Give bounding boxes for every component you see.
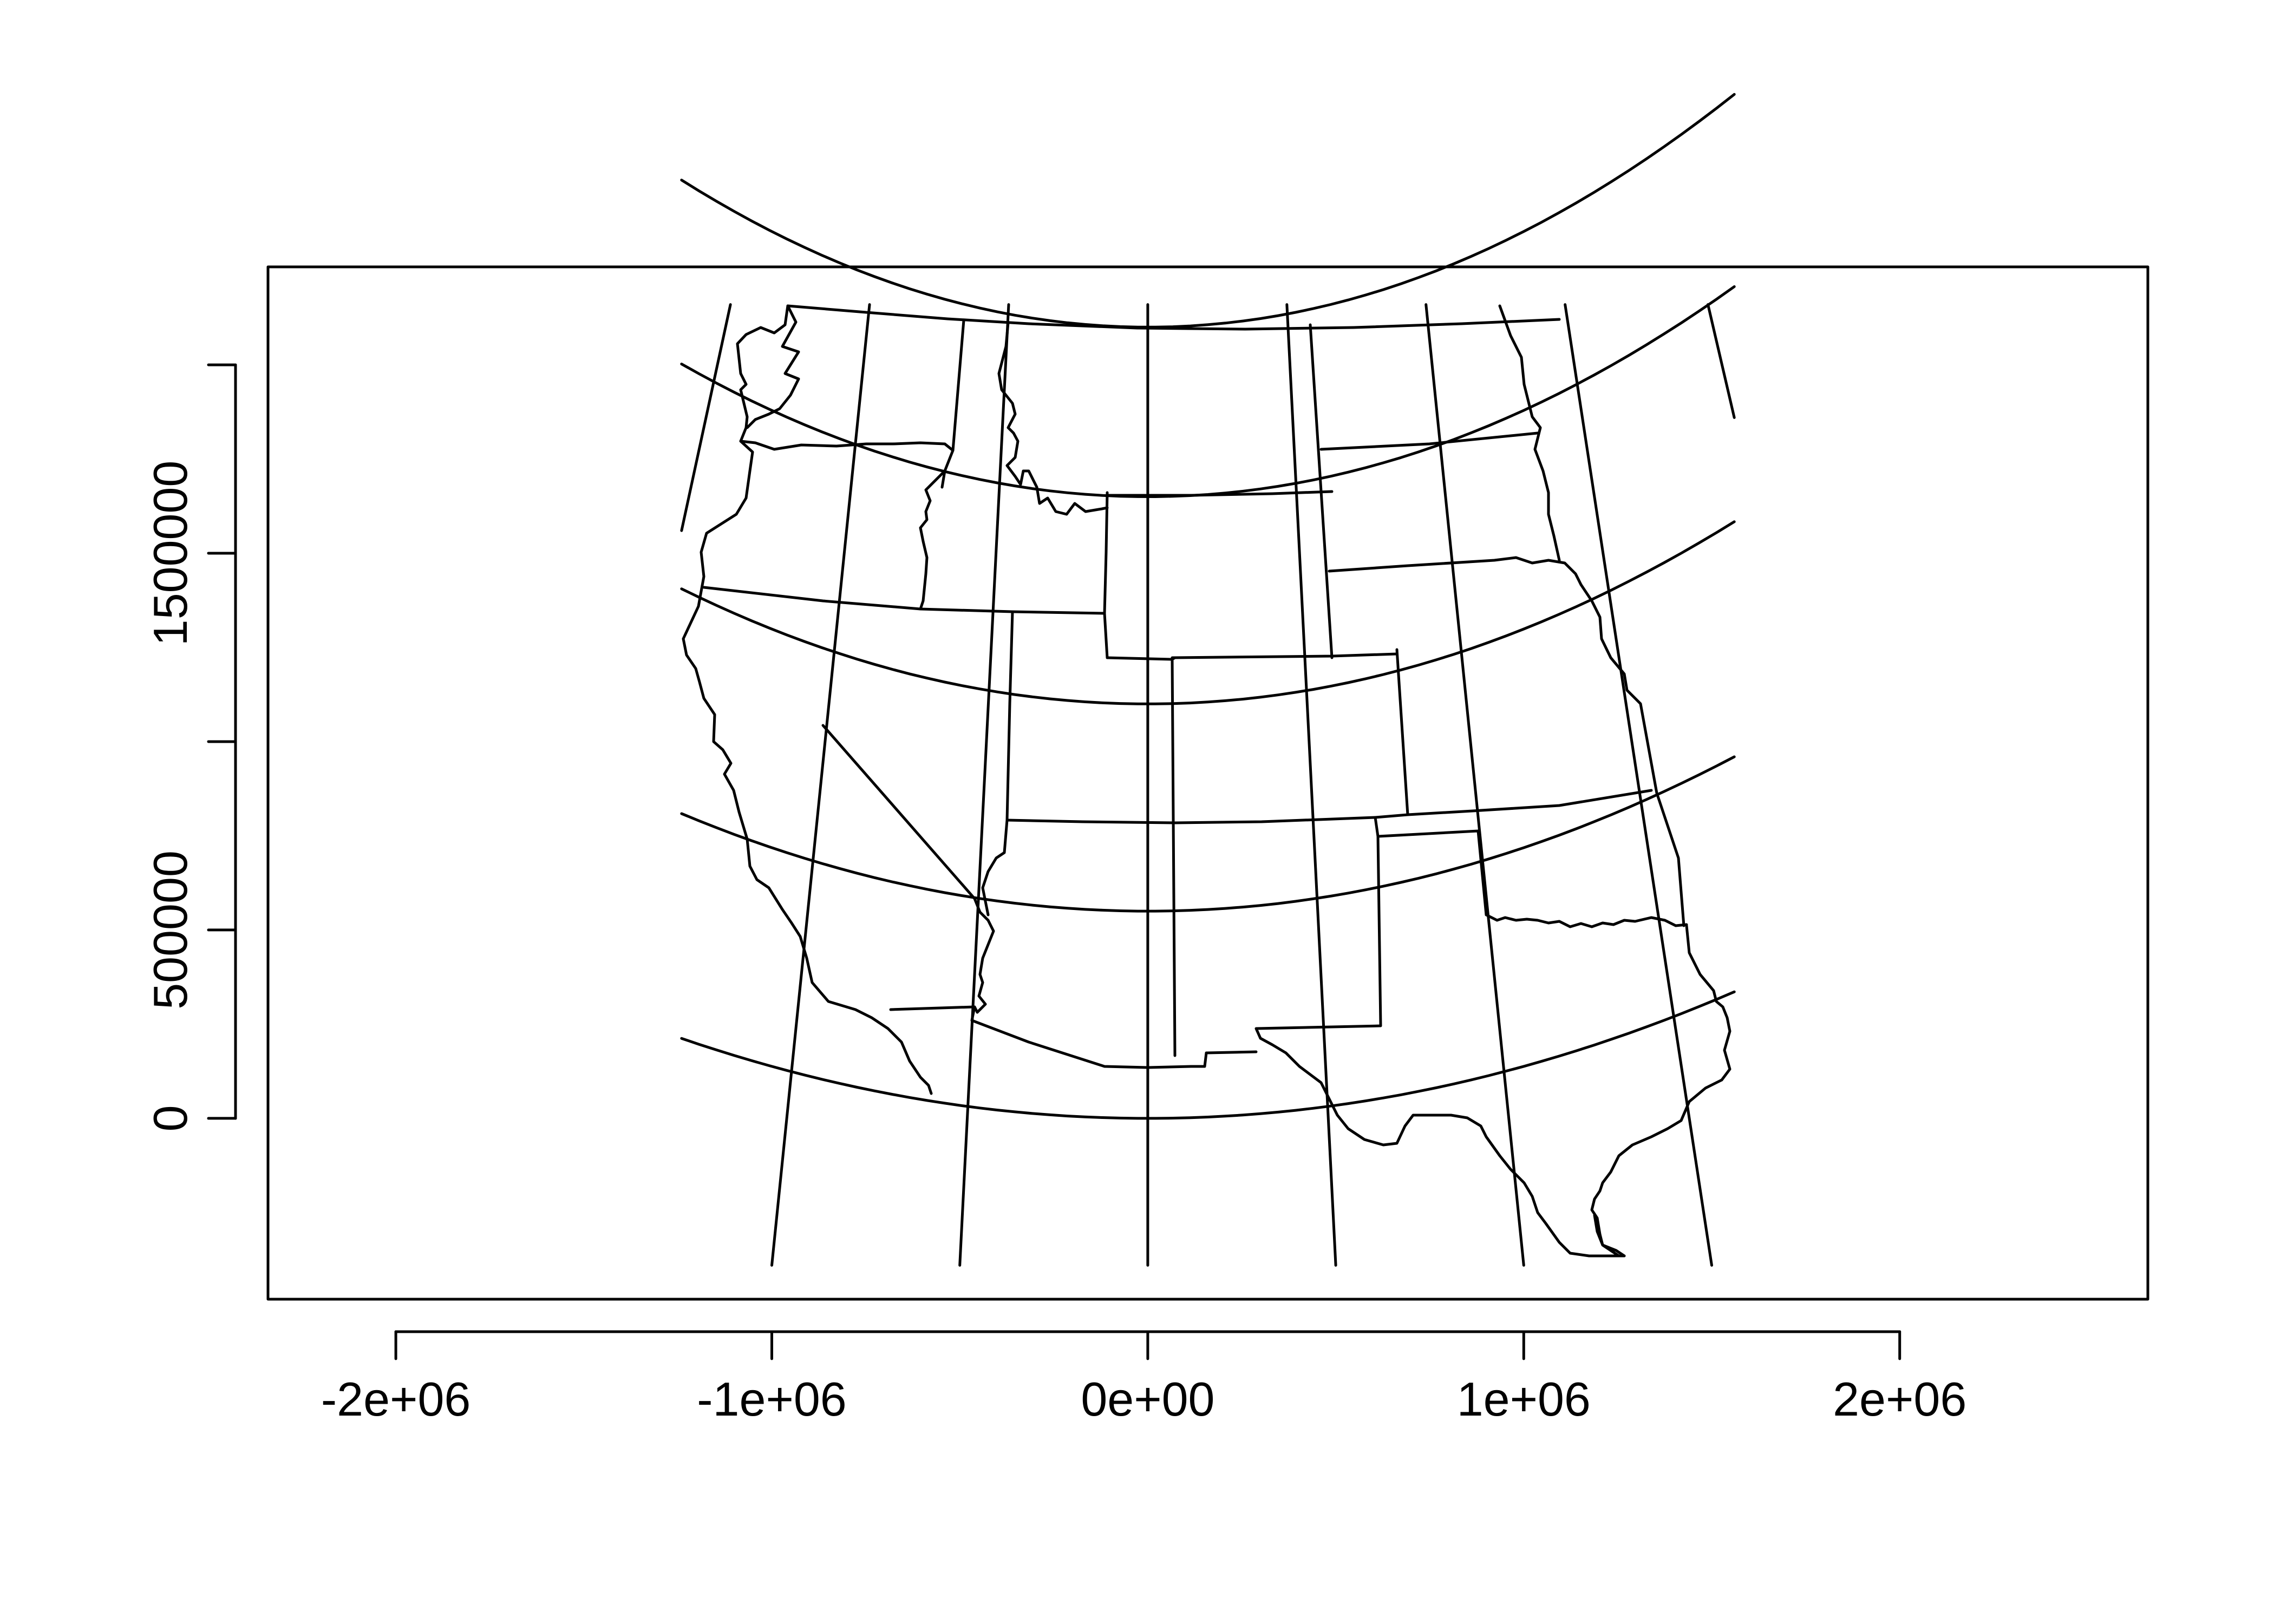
ok-panhandle-border: [1376, 829, 1488, 916]
ut-az-border: [1005, 816, 1377, 824]
x-axis: -2e+06 -1e+06 0e+00 1e+06 2e+06: [321, 1330, 1966, 1426]
ut-wy-border: [1106, 656, 1177, 661]
red-river-border: [1485, 913, 1688, 928]
wy-mt-border: [1106, 490, 1334, 497]
graticule-meridian: [1424, 303, 1525, 1267]
graticule-parallel: [680, 285, 1736, 498]
co-nm-ks-ok-border: [1374, 789, 1653, 819]
puget-sound: [746, 304, 800, 429]
nv-ca-border: [821, 724, 990, 922]
y-axis: 0 500000 1500000: [143, 363, 237, 1131]
plot-frame: [266, 265, 2149, 1301]
graticule-meridian: [1285, 303, 1337, 1267]
graticule-meridian: [1564, 303, 1713, 1267]
ca-mexico-border: [889, 1005, 979, 1014]
id-mt-border: [997, 321, 1109, 516]
co-ks-border: [1395, 648, 1409, 816]
wa-or-border: [739, 440, 955, 489]
x-tick-label: 1e+06: [1457, 1372, 1591, 1426]
x-tick-label: -2e+06: [321, 1372, 471, 1426]
graticule-parallel: [680, 520, 1736, 705]
id-wy-border: [1103, 491, 1109, 659]
texas-gulf-coast: [1590, 1078, 1723, 1258]
az-mexico-border: [970, 1005, 1258, 1069]
x-tick-label: -1e+06: [697, 1372, 846, 1426]
pacific-coastline: [682, 304, 933, 1095]
graticule: [680, 93, 1736, 1267]
or-ca-nv-border: [702, 586, 1106, 615]
y-tick-label: 500000: [143, 850, 197, 1010]
missouri-river-border: [1579, 583, 1685, 927]
graticule-parallel: [680, 93, 1736, 329]
wa-id-border: [951, 319, 965, 452]
tx-mexico-border: [1259, 1037, 1626, 1258]
x-tick-label: 2e+06: [1833, 1372, 1966, 1426]
nm-tx-border: [1254, 816, 1382, 1040]
us-canada-border: [786, 304, 1561, 331]
or-id-border: [919, 469, 946, 611]
y-tick-label: 1500000: [143, 461, 197, 646]
graticule-meridian: [958, 303, 1010, 1267]
nd-sd-border: [1319, 431, 1539, 451]
nv-az-border: [981, 818, 1009, 916]
graticule-parallel: [680, 990, 1736, 1120]
graticule-meridian: [1707, 303, 1736, 419]
id-nv-ut-border: [1005, 610, 1014, 822]
wy-east-border: [1309, 323, 1334, 659]
tx-la-border: [1685, 924, 1731, 1082]
graticule-meridian: [680, 303, 732, 532]
sd-ne-border: [1328, 556, 1583, 586]
graticule-meridian: [770, 303, 871, 1267]
ca-az-border: [976, 919, 995, 1014]
y-tick-label: 0: [143, 1105, 197, 1131]
wy-co-border: [1171, 652, 1399, 659]
state-boundaries: [682, 304, 1731, 1258]
nd-mn-border: [1498, 304, 1561, 562]
x-tick-label: 0e+00: [1081, 1372, 1214, 1426]
ut-co-border: [1171, 658, 1177, 1057]
axes: [266, 265, 2149, 1301]
graticule-parallel: [680, 755, 1736, 913]
